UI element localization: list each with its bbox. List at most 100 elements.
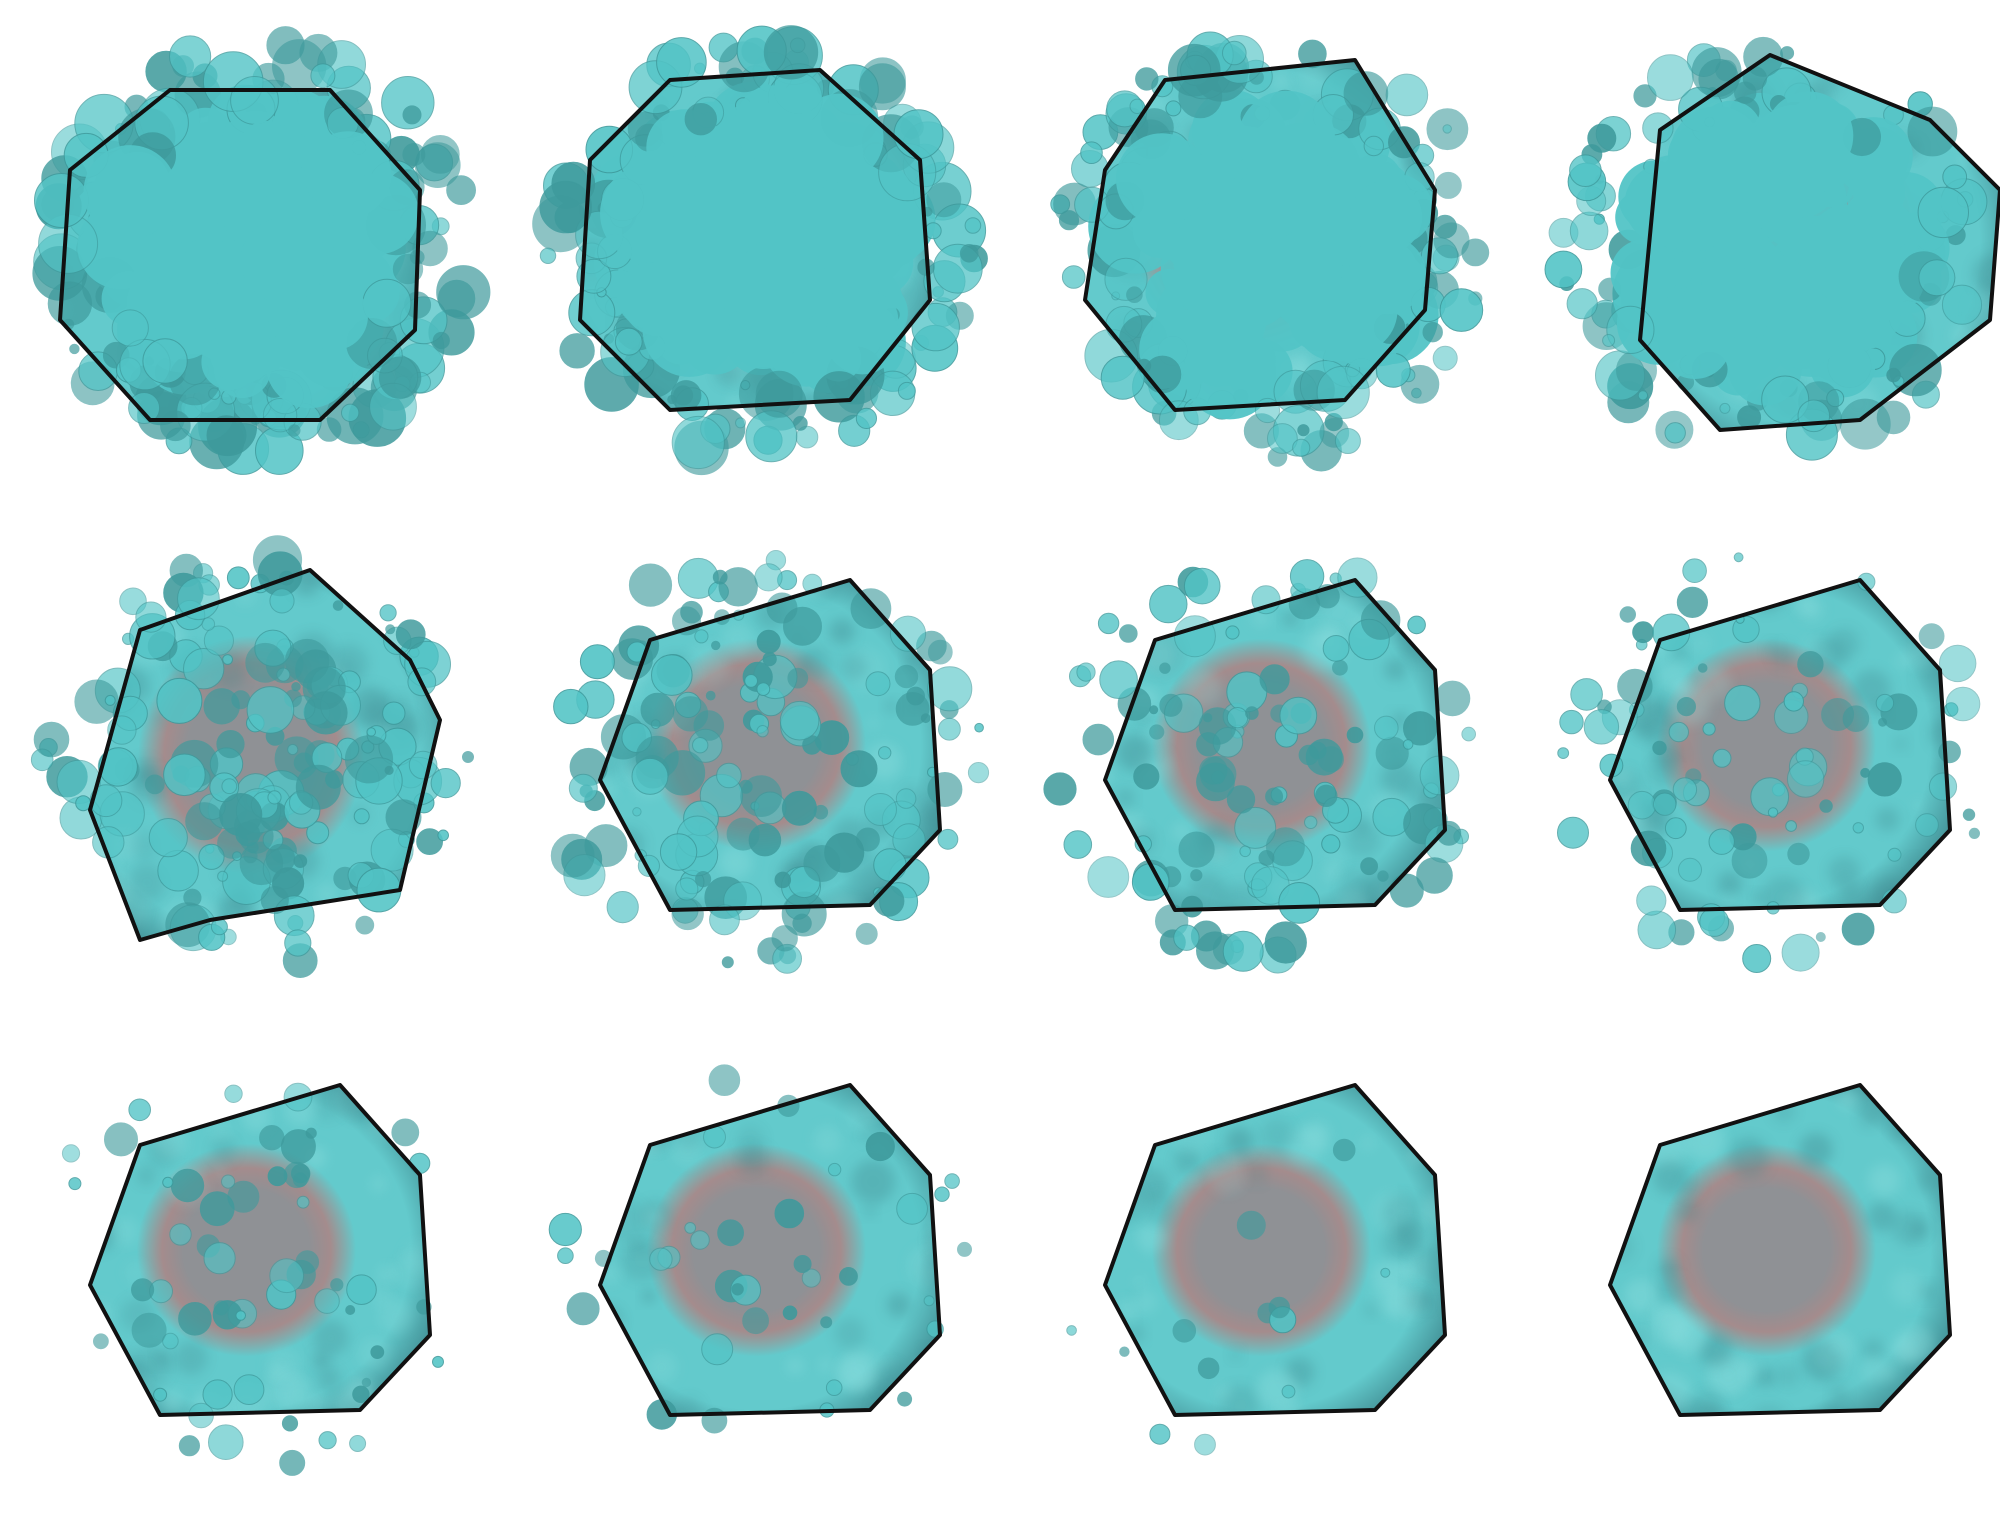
bubble — [744, 674, 759, 688]
bubble — [1265, 827, 1305, 867]
bubble — [1337, 557, 1378, 598]
bubble — [1063, 830, 1093, 859]
bubble — [684, 103, 718, 136]
bubble — [203, 1242, 236, 1275]
bubble — [283, 1161, 310, 1189]
bubble — [1797, 651, 1824, 678]
bubble — [341, 403, 360, 422]
bubble — [944, 1173, 960, 1189]
bubble — [208, 1424, 244, 1461]
bubble — [787, 667, 809, 689]
bubble — [897, 1391, 913, 1407]
bubble — [1917, 186, 1969, 239]
bubble — [83, 145, 177, 239]
bubble — [974, 722, 984, 733]
bubble — [1619, 606, 1637, 623]
bubble — [1087, 856, 1130, 898]
bubble — [1915, 813, 1939, 837]
bubble — [1061, 265, 1086, 289]
bubble — [1149, 584, 1188, 624]
sequence-frame-2 — [520, 0, 1020, 500]
bubble — [1239, 845, 1251, 858]
bubble — [1945, 686, 1981, 722]
bubble — [742, 1307, 770, 1335]
bubble — [1119, 624, 1138, 643]
bubble — [1678, 857, 1702, 882]
bubble — [957, 1241, 972, 1257]
bubble — [1942, 164, 1968, 190]
bubble — [293, 854, 308, 869]
bubble-cluster — [30, 535, 474, 979]
bubble — [889, 615, 927, 652]
frame-canvas — [30, 535, 474, 979]
bubble — [230, 76, 279, 125]
bubble — [934, 1186, 950, 1202]
sequence-frame-6 — [520, 510, 1020, 1010]
frame-canvas — [32, 26, 491, 475]
frame-canvas — [550, 550, 990, 974]
bubble — [1346, 726, 1364, 744]
bubble — [640, 692, 675, 727]
bubble — [1557, 747, 1570, 760]
bubble — [1099, 660, 1138, 699]
bubble — [1737, 405, 1762, 430]
bubble — [1194, 317, 1263, 386]
bubble — [1632, 621, 1654, 644]
bubble — [1149, 1423, 1171, 1445]
frame-canvas — [532, 25, 988, 476]
bubble — [1583, 709, 1620, 745]
bubble-cluster — [32, 26, 491, 475]
bubble — [1676, 586, 1708, 619]
bubble — [964, 217, 982, 234]
bubble — [345, 1305, 356, 1315]
bubble — [840, 750, 878, 788]
bubble — [1416, 857, 1453, 894]
sequence-frame-11 — [1025, 1015, 1525, 1515]
bubble — [827, 1162, 842, 1177]
hexagon-outline — [1103, 1083, 1447, 1417]
bubble — [1268, 1296, 1291, 1319]
bubble — [766, 592, 798, 624]
bubble — [771, 925, 798, 952]
bubble — [33, 721, 70, 758]
bubble — [1245, 706, 1259, 720]
bubble — [1281, 1384, 1296, 1399]
bubble — [559, 333, 595, 369]
bubble — [1190, 869, 1203, 882]
hexagon-outline — [58, 88, 422, 422]
bubble — [1043, 772, 1077, 806]
bubble — [1183, 567, 1221, 605]
bubble — [855, 407, 877, 429]
bubble — [550, 833, 595, 878]
bubble — [288, 424, 301, 437]
bubble — [385, 624, 396, 635]
bubble — [379, 604, 397, 622]
bubble — [1433, 222, 1470, 259]
bubble — [1733, 552, 1744, 563]
bubble — [295, 764, 341, 810]
bubble — [1197, 1357, 1220, 1380]
bubble — [548, 1212, 582, 1247]
bubble — [1402, 739, 1414, 750]
sequence-frame-1 — [10, 0, 510, 500]
bubble — [895, 788, 917, 809]
bubble — [170, 1168, 205, 1203]
bubble — [362, 278, 412, 328]
bubble — [1886, 367, 1901, 383]
frame-canvas — [1557, 552, 1981, 973]
bubble — [568, 289, 616, 337]
bubble — [395, 619, 426, 650]
bubble — [1439, 288, 1484, 332]
bubble — [409, 1152, 431, 1174]
bubble — [1349, 180, 1423, 254]
bubble — [1764, 91, 1854, 181]
bubble — [1237, 90, 1336, 188]
bubble — [1276, 244, 1321, 289]
bubble — [1332, 1138, 1356, 1162]
bubble — [1653, 792, 1677, 816]
bubble — [144, 774, 165, 795]
bubble — [712, 569, 728, 585]
bubble — [178, 1302, 212, 1336]
bubble — [1058, 210, 1080, 231]
bubble — [539, 180, 592, 234]
